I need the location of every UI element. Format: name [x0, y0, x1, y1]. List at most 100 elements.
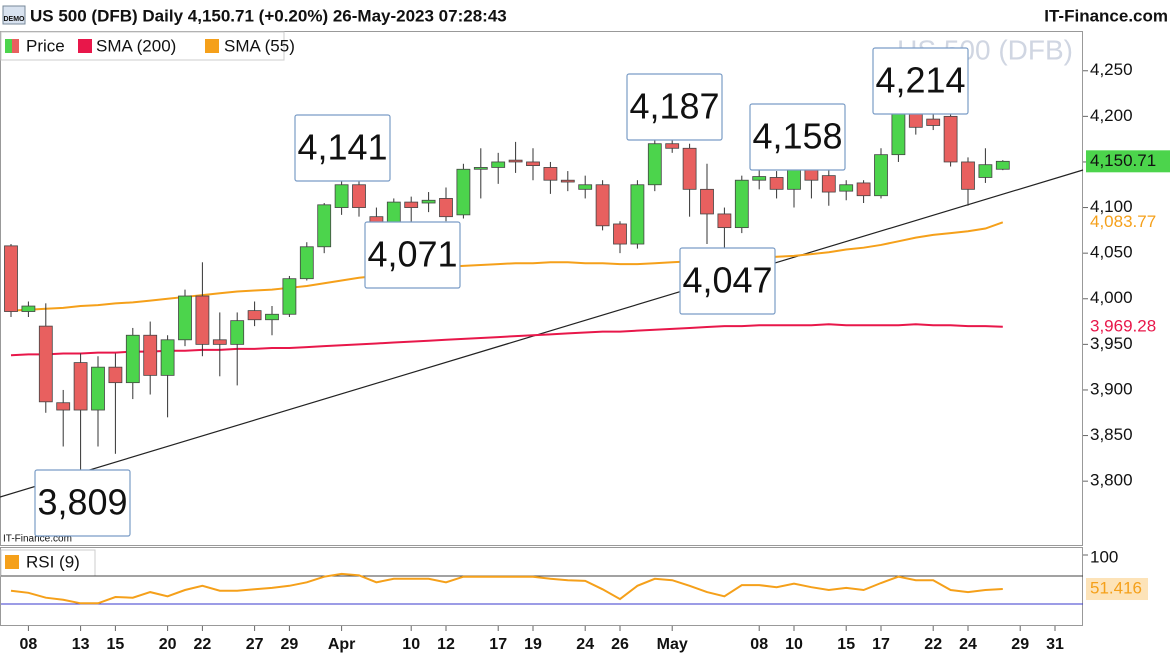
last-label: 3,969.28: [1090, 316, 1156, 335]
candle-body: [752, 176, 767, 181]
candle-body: [421, 199, 436, 204]
y-tick-label: 4,250: [1090, 60, 1133, 79]
x-tick-label: 13: [72, 636, 90, 653]
candle-body: [73, 362, 88, 411]
annotation: 4,071: [367, 234, 457, 275]
legend-label: SMA (200): [96, 36, 176, 55]
candle-body: [178, 295, 192, 341]
candle-body: [874, 154, 888, 197]
candle-body: [125, 334, 140, 384]
candle-body: [456, 168, 471, 216]
candle-body: [682, 147, 697, 190]
legend: [0, 31, 285, 61]
candle-body: [334, 184, 349, 208]
annotation-box: [364, 221, 461, 289]
y-tick-label: 3,900: [1090, 379, 1133, 398]
annotation: 4,047: [682, 260, 772, 301]
annotation: 4,141: [297, 127, 387, 168]
candle-body: [230, 320, 245, 345]
candle-body: [160, 339, 175, 376]
x-tick-label: 19: [524, 636, 542, 653]
candle-body: [856, 182, 871, 197]
candle-body: [734, 179, 749, 229]
badge-box: [2, 5, 26, 25]
candle-body: [317, 204, 332, 248]
chart-title: US 500 (DFB) Daily 4,150.71 (+0.20%) 26-…: [30, 6, 507, 25]
x-tick-label: 10: [785, 636, 803, 653]
x-tick-label: May: [657, 636, 688, 653]
annotation-box: [749, 103, 846, 171]
candle-body: [247, 310, 262, 321]
candle-body: [143, 334, 158, 376]
candle-body: [891, 112, 906, 156]
candle-body: [613, 223, 627, 245]
candle-body: [508, 159, 523, 163]
legend-label: Price: [26, 36, 65, 55]
legend-label: SMA (55): [224, 36, 295, 55]
last-label-bg: [1086, 578, 1148, 601]
y-tick-label: 4,000: [1090, 288, 1133, 307]
candle-body: [578, 184, 593, 190]
annotation-box: [34, 469, 131, 537]
candle-body: [995, 160, 1010, 170]
x-tick-label: 31: [1046, 636, 1064, 653]
candle-body: [265, 313, 279, 321]
annotation-box: [626, 73, 723, 141]
candle-body: [352, 184, 366, 208]
x-tick-label: 22: [924, 636, 942, 653]
candle-body: [282, 278, 297, 315]
candle-body: [961, 161, 975, 190]
source: IT-Finance.com: [1044, 6, 1168, 25]
candle-body: [473, 167, 488, 170]
legend-swatch: [205, 39, 219, 53]
candle-body: [647, 143, 662, 186]
main-panel: [0, 31, 1083, 546]
candle-body: [700, 188, 714, 215]
candle-body: [56, 402, 71, 411]
x-tick-label: 24: [576, 636, 594, 653]
annotation-box: [679, 247, 776, 315]
candle-body: [21, 305, 36, 312]
x-tick-label: Apr: [328, 636, 356, 653]
x-tick-label: 29: [281, 636, 299, 653]
candle-body: [560, 179, 575, 183]
last-label: 4,150.71: [1090, 151, 1156, 170]
candle-body: [439, 198, 453, 218]
candle-body: [108, 366, 123, 384]
x-tick-label: 08: [750, 636, 768, 653]
candle-body: [526, 161, 540, 167]
sma-line: [10, 323, 1003, 357]
last-label-bg: [1086, 150, 1170, 173]
rsi-line: [10, 572, 1003, 605]
candle-body: [717, 213, 732, 229]
annotation: 4,214: [875, 60, 965, 101]
candle-body: [404, 201, 419, 208]
candle-body: [978, 164, 993, 178]
rsi-panel: [0, 547, 1083, 626]
x-tick-label: 17: [872, 636, 890, 653]
sma-line: [10, 221, 1004, 312]
last-label: 4,083.77: [1090, 212, 1156, 231]
candle-body: [543, 167, 558, 181]
candle-body: [630, 184, 645, 245]
candle-body: [943, 115, 958, 163]
legend-swatch: [12, 39, 19, 53]
badge: DEMO: [4, 16, 26, 23]
x-tick-label: 22: [194, 636, 212, 653]
annotation: 3,809: [37, 482, 127, 523]
annotation: 4,158: [752, 116, 842, 157]
legend-swatch: [5, 39, 12, 53]
candle-body: [195, 295, 210, 345]
annotation-box: [872, 47, 969, 115]
candle-body: [212, 339, 227, 345]
candle-body: [91, 366, 105, 411]
last-label: 51.416: [1090, 578, 1142, 597]
x-tick-label: 27: [246, 636, 264, 653]
candle-body: [926, 118, 941, 126]
candle-body: [839, 184, 854, 192]
y-tick-label: 3,800: [1090, 471, 1133, 490]
legend-swatch: [5, 555, 19, 569]
y-tick-label: 4,050: [1090, 243, 1133, 262]
